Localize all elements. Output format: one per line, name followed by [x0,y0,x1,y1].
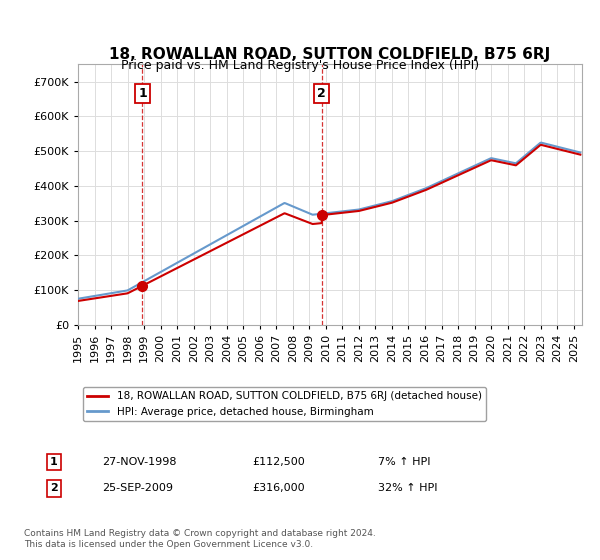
Legend: 18, ROWALLAN ROAD, SUTTON COLDFIELD, B75 6RJ (detached house), HPI: Average pric: 18, ROWALLAN ROAD, SUTTON COLDFIELD, B75… [83,388,486,421]
Text: 25-SEP-2009: 25-SEP-2009 [102,483,173,493]
Text: 32% ↑ HPI: 32% ↑ HPI [378,483,437,493]
Text: Price paid vs. HM Land Registry's House Price Index (HPI): Price paid vs. HM Land Registry's House … [121,59,479,72]
Text: 2: 2 [50,483,58,493]
Text: 1: 1 [50,457,58,467]
Text: 7% ↑ HPI: 7% ↑ HPI [378,457,431,467]
Text: 27-NOV-1998: 27-NOV-1998 [102,457,176,467]
Title: 18, ROWALLAN ROAD, SUTTON COLDFIELD, B75 6RJ: 18, ROWALLAN ROAD, SUTTON COLDFIELD, B75… [109,47,551,62]
Text: Contains HM Land Registry data © Crown copyright and database right 2024.
This d: Contains HM Land Registry data © Crown c… [24,529,376,549]
Text: £316,000: £316,000 [252,483,305,493]
Text: 1: 1 [138,87,147,100]
Text: 2: 2 [317,87,326,100]
Text: £112,500: £112,500 [252,457,305,467]
